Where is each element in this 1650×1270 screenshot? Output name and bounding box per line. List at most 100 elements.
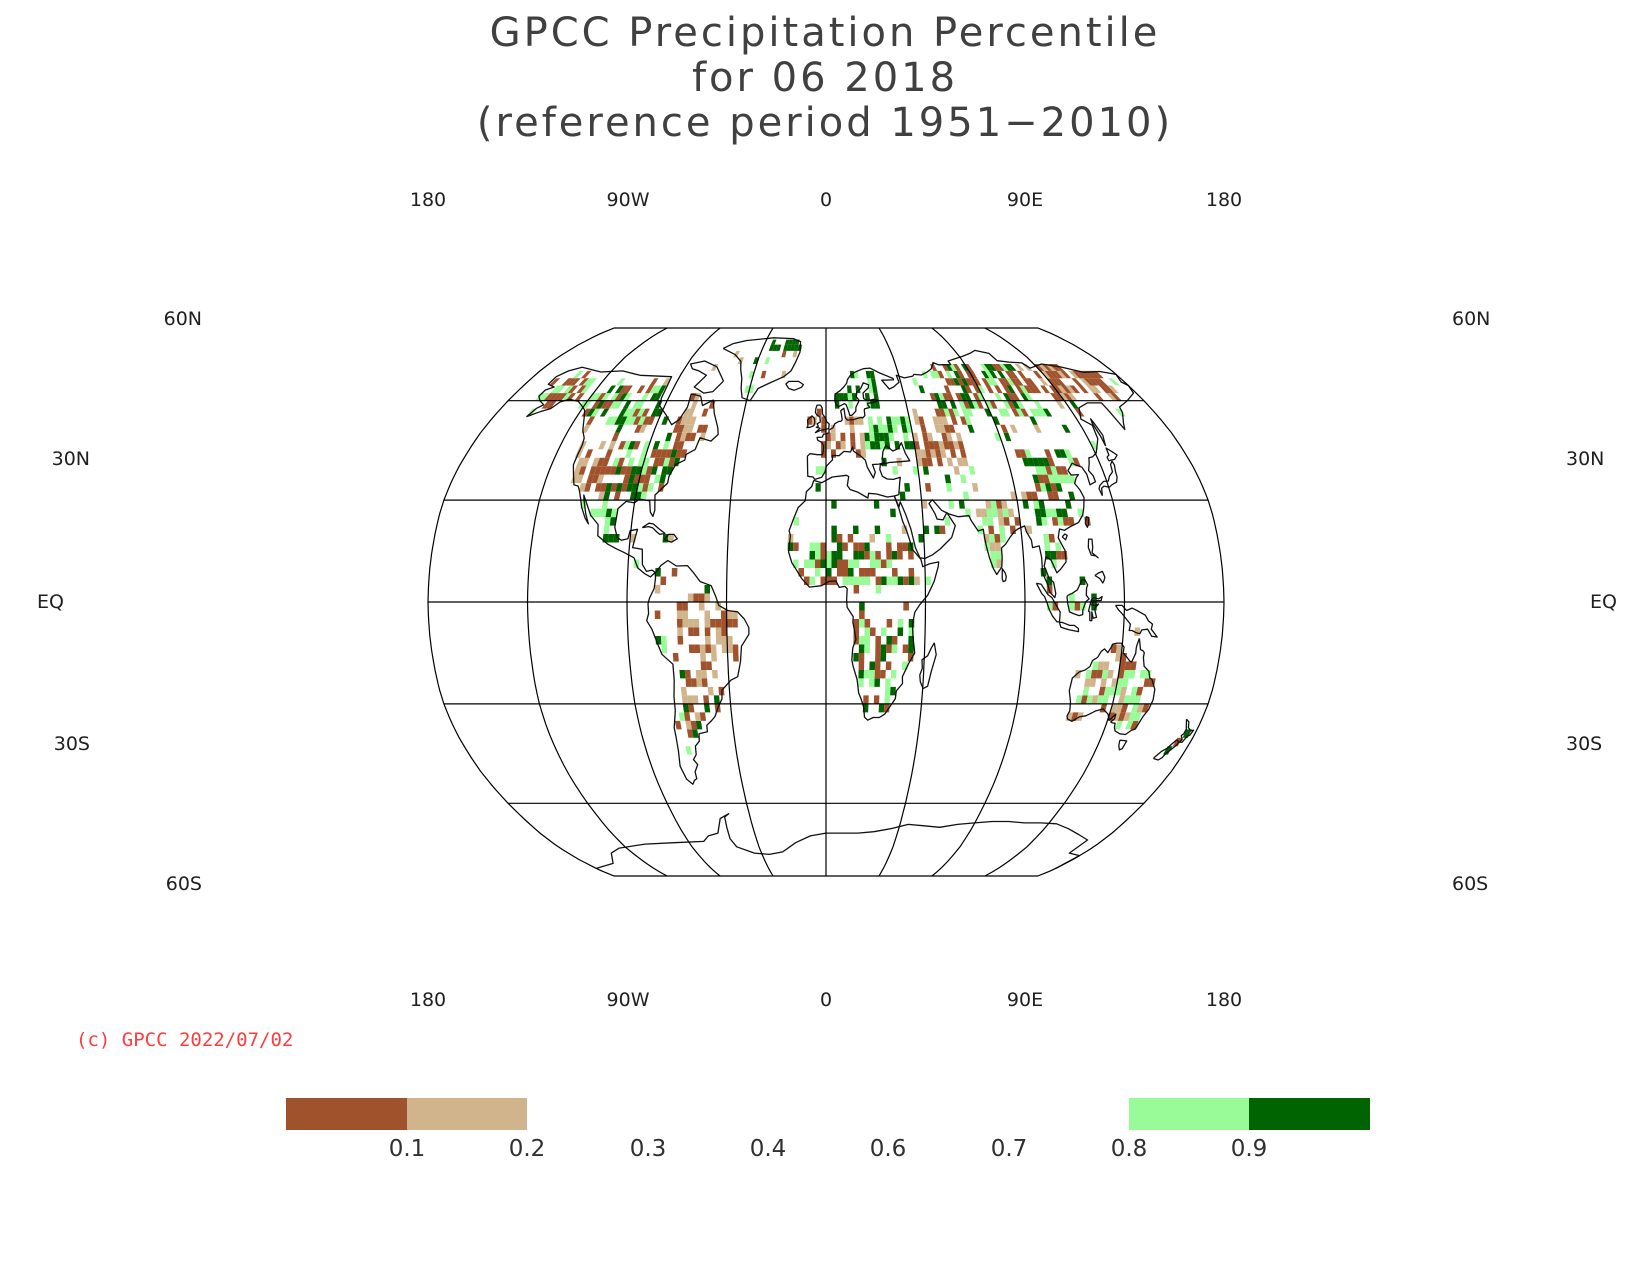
percentile-cell-dry [864, 551, 870, 560]
percentile-cell-dry [1062, 393, 1074, 401]
percentile-cell-mod-wet [815, 542, 821, 551]
coastline [1035, 582, 1061, 623]
percentile-cell-very-wet [679, 670, 686, 679]
colorbar-label-0-8: 0.8 [1111, 1136, 1148, 1162]
percentile-cell-dry [934, 408, 942, 417]
percentile-cell-very-wet [992, 416, 1001, 425]
coastline [919, 642, 937, 690]
percentile-cell-very-wet [626, 483, 634, 492]
percentile-cell-very-wet [1053, 449, 1063, 458]
percentile-cell-mod-wet [587, 393, 598, 401]
percentile-cell-very-wet [775, 344, 782, 351]
percentile-cell-mod-wet [1043, 534, 1050, 543]
percentile-cell-dry [660, 449, 668, 458]
percentile-cell-very-wet [1002, 393, 1012, 401]
percentile-cell-very-wet [967, 424, 975, 433]
percentile-cell-dry [816, 408, 822, 417]
percentile-cell-very-wet [886, 416, 892, 425]
percentile-cell-dry [1050, 378, 1062, 386]
percentile-cell-dry [693, 627, 700, 636]
percentile-cell-mod-wet [949, 364, 958, 371]
percentile-cell-mod-wet [1034, 466, 1043, 475]
percentile-cell-dry [1124, 661, 1132, 670]
coastline [1178, 718, 1195, 743]
colorbar-bin-above-0-9 [1249, 1098, 1370, 1130]
percentile-cell-mod-wet [944, 517, 951, 526]
percentile-cell-mod-dry [921, 500, 928, 509]
percentile-cell-very-wet [878, 703, 885, 713]
percentile-cell-mod-wet [979, 364, 989, 371]
percentile-cell-mod-wet [1038, 408, 1048, 417]
percentile-cell-very-wet [665, 432, 673, 442]
percentile-cell-dry [875, 576, 882, 585]
percentile-cell-dry [698, 593, 705, 602]
percentile-cell-mod-wet [995, 551, 1002, 560]
percentile-cell-very-wet [618, 393, 628, 401]
percentile-cell-very-wet [864, 542, 870, 551]
percentile-cell-mod-wet [590, 408, 601, 417]
percentile-cell-dry [965, 370, 974, 379]
percentile-cell-mod-wet [1128, 695, 1136, 704]
percentile-cell-mod-dry [1106, 393, 1118, 401]
percentile-cell-dry [556, 393, 568, 401]
percentile-cell-mod-dry [715, 636, 722, 645]
percentile-cell-mod-wet [991, 508, 999, 518]
percentile-cell-dry [896, 542, 903, 551]
percentile-cell-mod-wet [971, 400, 980, 409]
percentile-cell-very-wet [874, 678, 880, 687]
percentile-cell-mod-wet [748, 370, 755, 379]
percentile-cell-mod-dry [687, 408, 695, 417]
percentile-cell-mod-dry [682, 619, 689, 628]
percentile-cell-mod-dry [687, 593, 694, 602]
percentile-cell-very-wet [899, 416, 906, 425]
percentile-cell-mod-wet [933, 370, 941, 379]
percentile-cell-mod-wet [582, 400, 592, 409]
percentile-cell-very-wet [890, 686, 896, 696]
percentile-cell-mod-dry [711, 653, 717, 662]
percentile-cell-mod-dry [932, 416, 939, 425]
percentile-cell-dry [874, 661, 881, 670]
lon-label-top-180w: 180 [410, 189, 446, 211]
percentile-cell-dry [1011, 393, 1021, 401]
lat-label-right-30n: 30N [1566, 448, 1604, 470]
percentile-cell-dry [821, 449, 826, 458]
percentile-cell-dry [949, 449, 957, 458]
percentile-cell-mod-dry [869, 534, 876, 543]
percentile-cell-very-wet [809, 551, 816, 560]
percentile-cell-dry [726, 619, 733, 628]
percentile-cell-dry [880, 670, 886, 679]
percentile-cell-mod-wet [1002, 408, 1011, 417]
percentile-cell-dry [943, 441, 950, 450]
percentile-cell-mod-dry [858, 416, 864, 425]
percentile-cell-dry [995, 500, 1003, 509]
percentile-cell-dry [701, 424, 709, 433]
percentile-cell-very-wet [788, 339, 793, 345]
percentile-cell-dry [675, 449, 683, 458]
percentile-cell-mod-dry [597, 491, 606, 501]
percentile-cell-mod-wet [1033, 500, 1040, 509]
percentile-cell-mod-wet [890, 416, 897, 425]
percentile-cell-mod-wet [625, 449, 633, 458]
percentile-cell-dry [850, 441, 856, 450]
percentile-cell-mod-wet [929, 370, 937, 379]
percentile-cell-dry [733, 653, 739, 662]
percentile-cell-mod-wet [1068, 474, 1077, 484]
percentile-cell-mod-wet [885, 678, 891, 687]
percentile-cell-very-wet [1003, 364, 1013, 371]
percentile-cell-mod-wet [1052, 474, 1061, 484]
percentile-cell-mod-dry [682, 424, 690, 433]
percentile-cell-very-wet [599, 408, 610, 417]
percentile-cell-mod-wet [577, 400, 588, 409]
percentile-cell-mod-dry [1009, 424, 1018, 433]
percentile-cell-mod-wet [804, 559, 810, 568]
percentile-cell-mod-wet [1044, 542, 1051, 551]
percentile-cell-mod-dry [696, 678, 703, 687]
lat-label-left-30s: 30S [54, 733, 90, 755]
percentile-cell-dry [908, 551, 914, 560]
percentile-cell-mod-dry [934, 424, 942, 433]
percentile-cell-dry [1046, 491, 1055, 501]
percentile-cell-dry [1117, 670, 1125, 679]
percentile-cell-dry [926, 457, 933, 467]
coastline [1066, 638, 1156, 736]
percentile-cell-mod-wet [885, 534, 892, 543]
